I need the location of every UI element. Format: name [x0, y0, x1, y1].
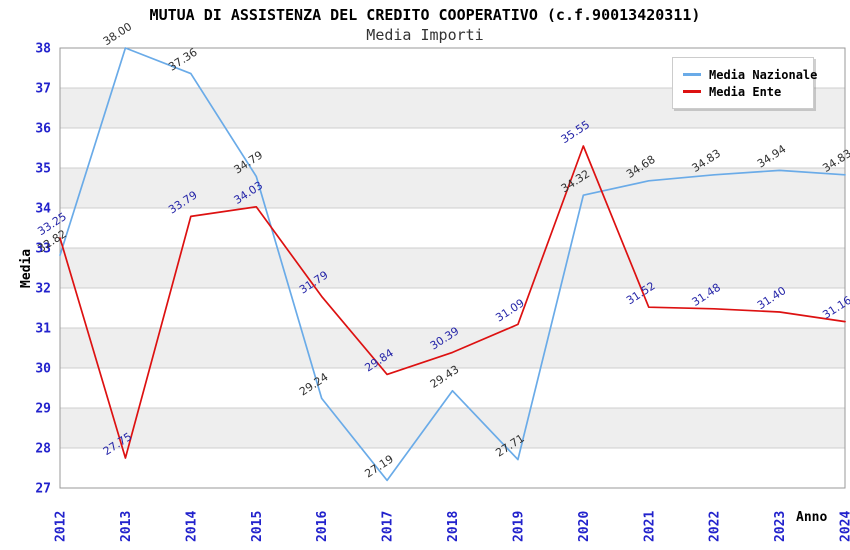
- legend-label: Media Ente: [709, 84, 782, 99]
- x-axis-title: Anno: [796, 510, 828, 525]
- x-tick-label: 2018: [446, 511, 461, 542]
- x-tick-label: 2017: [381, 511, 396, 542]
- y-tick-label: 33: [35, 242, 51, 257]
- series-line-media-nazionale: [59, 47, 846, 482]
- y-tick-label: 30: [35, 362, 51, 377]
- y-tick-label: 27: [35, 482, 51, 497]
- y-tick-label: 36: [35, 122, 51, 137]
- series-line-media-ente: [59, 145, 846, 459]
- x-tick-label: 2020: [577, 511, 592, 542]
- x-tick-label: 2019: [511, 511, 526, 542]
- y-tick-label: 38: [35, 42, 51, 57]
- y-tick-label: 31: [35, 322, 51, 337]
- y-tick-label: 28: [35, 442, 51, 457]
- legend-item-media-ente: Media Ente: [683, 84, 803, 99]
- legend-swatch-blue-line: [683, 73, 701, 76]
- plot-bands: [60, 48, 845, 488]
- y-tick-label: 32: [35, 282, 51, 297]
- legend-label: Media Nazionale: [709, 67, 818, 82]
- x-tick-label: 2012: [54, 511, 69, 542]
- y-tick-label: 29: [35, 402, 51, 417]
- y-tick-label: 37: [35, 82, 51, 97]
- y-tick-label: 34: [35, 202, 51, 217]
- x-tick-label: 2021: [642, 511, 657, 542]
- x-tick-label: 2024: [839, 511, 850, 542]
- x-axis-tick-labels: 2012 2013 2014 2015 2016 2017 2018 2019 2020 2021…: [54, 511, 850, 542]
- legend-item-media-nazionale: Media Nazionale: [683, 67, 817, 82]
- x-tick-label: 2015: [250, 511, 265, 542]
- x-tick-label: 2014: [184, 511, 199, 542]
- x-tick-label: 2022: [708, 511, 723, 542]
- plot-frame: [59, 47, 846, 489]
- x-tick-label: 2016: [315, 511, 330, 542]
- y-axis-tick-labels: 27 28 29 30 31 32 33 34 35 36 37 38: [35, 42, 51, 497]
- legend-swatch-red-line: [683, 90, 701, 93]
- chart-title: MUTUA DI ASSISTENZA DEL CREDITO COOPERAT…: [149, 6, 701, 24]
- y-tick-label: 35: [35, 162, 51, 177]
- x-tick-label: 2023: [773, 511, 788, 542]
- x-tick-label: 2013: [119, 511, 134, 542]
- chart-legend: Media Nazionale Media Ente: [672, 57, 817, 109]
- chart-subtitle: Media Importi: [366, 26, 484, 44]
